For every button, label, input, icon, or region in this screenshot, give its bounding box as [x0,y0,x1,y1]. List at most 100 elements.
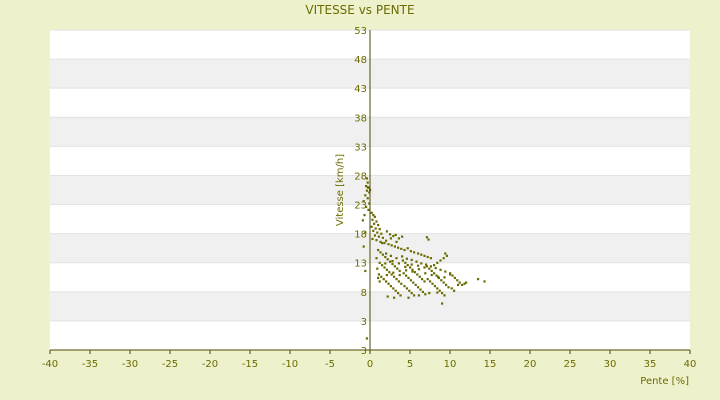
data-point [401,255,404,258]
x-tick-label: 20 [524,359,537,370]
data-point [365,337,368,340]
data-point [416,273,419,276]
data-point [373,222,376,225]
data-point [389,237,392,240]
x-tick-label: 15 [484,359,497,370]
data-point [383,241,386,245]
data-point [373,234,376,237]
data-point [384,262,387,265]
y-tick-label: 33 [354,142,367,153]
data-point [386,258,389,261]
x-tick-labels: -40 -35 -30 -25 -20 -15 -10 -5 0 5 10 15 20 25 30 35 40 [42,350,696,370]
data-point [441,291,444,295]
data-point [368,202,371,205]
data-point [421,278,424,281]
data-point [381,236,384,239]
data-point [375,239,378,242]
y-tick-label: 13 [354,259,367,270]
data-point [400,247,403,250]
data-point [447,286,450,289]
data-point [483,280,486,283]
data-point [430,269,433,273]
data-point [426,255,429,259]
data-point [375,220,378,223]
data-point [377,273,380,276]
data-point [420,253,423,256]
data-point [429,257,432,260]
data-point [392,287,395,290]
chart-title: VITESSE vs PENTE [305,3,414,17]
data-point [458,281,461,284]
data-point [364,231,367,234]
data-point [440,279,443,282]
data-point [414,283,417,287]
data-point [398,269,401,273]
data-point [443,294,446,297]
data-point [381,264,384,267]
data-point [371,218,374,221]
x-tick-label: 5 [407,359,413,370]
data-point [453,276,456,280]
data-point [365,177,368,180]
data-point [436,261,439,264]
data-point [395,278,398,281]
data-point [404,261,407,264]
data-point [403,285,406,288]
data-point [397,237,400,240]
data-point [428,291,431,295]
data-point [364,269,367,273]
data-point [477,278,480,281]
data-point [391,262,394,266]
data-point [457,283,460,287]
data-point [413,251,416,254]
data-point [389,285,392,288]
data-point [411,268,414,271]
data-point [409,266,412,269]
data-point [451,274,454,277]
data-point [375,257,378,260]
data-point [394,233,397,236]
x-tick-label: -5 [325,359,335,370]
data-point [410,263,413,266]
data-point [379,251,382,254]
data-point [370,225,373,228]
data-point [433,272,436,275]
data-point [378,280,381,283]
data-point [377,248,380,252]
data-point [361,219,364,222]
data-point [380,275,383,278]
y-axis-label: Vitesse [km/h] [335,154,346,226]
data-point [424,293,427,296]
data-point [441,302,444,305]
data-point [397,280,400,283]
data-point [405,287,408,290]
data-point [387,282,390,285]
data-point [424,272,427,275]
data-point [385,230,388,233]
data-point [406,247,409,250]
data-point [371,237,374,241]
y-tick-label: 23 [354,201,367,212]
data-point [445,254,448,257]
data-point [409,279,412,282]
data-point [428,267,431,270]
data-point [367,208,370,211]
x-tick-label: -20 [202,359,218,370]
data-point [429,280,432,283]
data-point [425,236,428,239]
data-point [377,276,380,280]
data-point [444,270,447,273]
data-point [409,250,412,253]
data-point [373,215,376,218]
data-point [392,234,395,238]
data-point [370,211,373,214]
x-tick-label: 30 [604,359,617,370]
data-point [397,291,400,295]
data-point [433,264,436,267]
y-tick-label: 43 [354,84,367,95]
data-point [413,294,416,297]
data-point [402,272,405,275]
y-tick-label: 48 [354,55,367,66]
data-point [412,281,415,284]
